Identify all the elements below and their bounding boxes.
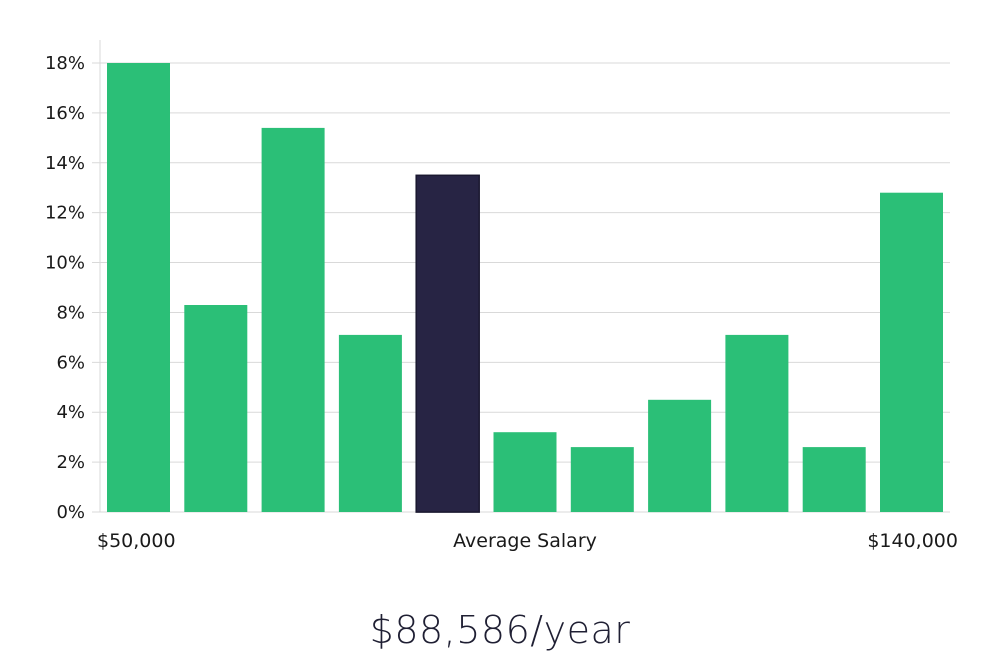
y-tick-label: 2% xyxy=(56,452,85,473)
y-tick-label: 10% xyxy=(45,253,85,274)
y-axis-ticks: 0% 2% 4% 6% 8% 10% 12% 14% 16% 18% xyxy=(45,53,85,523)
bar xyxy=(570,447,634,512)
y-tick-label: 8% xyxy=(56,302,85,323)
x-label-right: $140,000 xyxy=(867,530,958,552)
bar xyxy=(493,432,557,512)
bar xyxy=(648,399,712,513)
salary-distribution-chart: 0% 2% 4% 6% 8% 10% 12% 14% 16% 18% $50,000 Averag… xyxy=(45,40,958,552)
bar xyxy=(880,192,943,512)
bar xyxy=(184,305,248,512)
bar xyxy=(261,127,325,513)
y-tick-label: 12% xyxy=(45,203,85,224)
x-label-left: $50,000 xyxy=(97,530,176,552)
y-tick-label: 4% xyxy=(56,402,85,423)
bar xyxy=(725,334,789,512)
average-salary-value: $88,586/year xyxy=(369,608,631,652)
bar-highlighted xyxy=(415,174,480,513)
y-tick-label: 6% xyxy=(56,352,85,373)
y-tick-label: 14% xyxy=(45,153,85,174)
x-label-center: Average Salary xyxy=(453,530,597,552)
bars xyxy=(107,63,943,513)
bar xyxy=(338,334,402,512)
y-tick-label: 16% xyxy=(45,103,85,124)
bar xyxy=(107,63,170,512)
bar xyxy=(802,447,866,512)
y-tick-label: 0% xyxy=(56,502,85,523)
y-tick-label: 18% xyxy=(45,53,85,74)
